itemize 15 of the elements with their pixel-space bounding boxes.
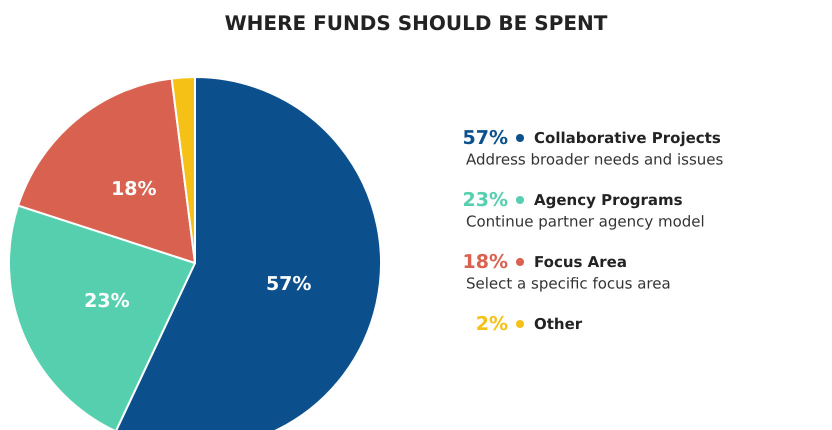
text: 57% bbox=[266, 272, 312, 295]
legend-label: Collaborative Projects bbox=[534, 129, 721, 147]
text: Continue partner agency model bbox=[466, 212, 705, 230]
legend-label: Focus Area bbox=[534, 253, 627, 271]
data-label: 18% bbox=[111, 178, 157, 200]
chart-title: WHERE FUNDS SHOULD BE SPENT bbox=[224, 11, 608, 35]
text: 23% bbox=[462, 189, 508, 211]
data-label: 57% bbox=[462, 127, 508, 149]
data-label: 2% bbox=[476, 313, 508, 335]
text: Select a specific focus area bbox=[466, 274, 671, 292]
legend-label: Agency Programs bbox=[534, 191, 683, 209]
data-label: 23% bbox=[84, 290, 130, 312]
text: Address broader needs and issues bbox=[466, 150, 724, 168]
legend-label: Other bbox=[534, 315, 583, 333]
text: 18% bbox=[462, 251, 508, 273]
